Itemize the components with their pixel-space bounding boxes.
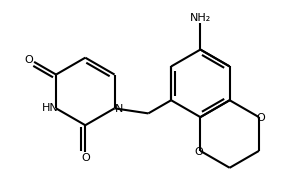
Text: O: O: [24, 55, 33, 65]
Text: NH₂: NH₂: [190, 13, 212, 23]
Text: HN: HN: [42, 103, 58, 113]
Text: O: O: [194, 147, 203, 157]
Text: N: N: [115, 104, 123, 114]
Text: O: O: [81, 153, 90, 163]
Text: O: O: [257, 113, 265, 123]
